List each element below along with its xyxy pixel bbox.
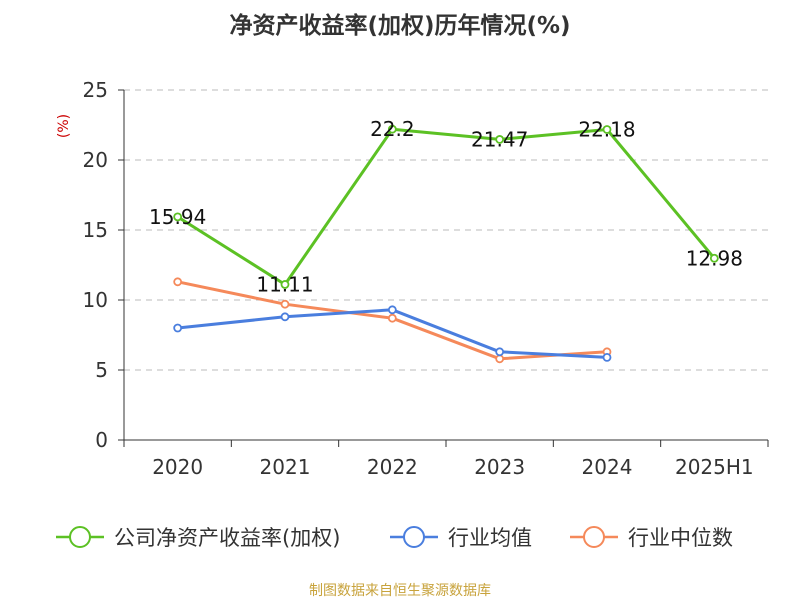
axes: 0 5 10 15 20 25 2020 2021 2022 2023 2024 2025H1: [83, 78, 769, 479]
data-point: [280, 280, 290, 289]
y-tick-label: 5: [95, 358, 108, 382]
y-axis-unit-label: (%): [56, 114, 72, 138]
legend-item: 行业中位数: [570, 526, 733, 550]
y-tick-label: 10: [83, 288, 108, 312]
data-label: 15.94: [149, 205, 206, 229]
legend-item: 行业均值: [390, 526, 532, 550]
data-point: [387, 305, 397, 315]
data-point: [495, 354, 505, 364]
data-point: [387, 313, 397, 323]
data-point: [495, 347, 505, 357]
x-tick-label: 2020: [152, 455, 203, 479]
data-point: [280, 299, 290, 309]
chart-title: 净资产收益率(加权)历年情况(%): [229, 12, 570, 39]
legend-label: 行业中位数: [628, 526, 733, 550]
legend-swatch-marker: [583, 526, 605, 548]
x-tick-label: 2022: [367, 455, 418, 479]
legend-label: 公司净资产收益率(加权): [114, 526, 340, 550]
x-tick-label: 2024: [582, 455, 633, 479]
data-point: [602, 125, 612, 134]
x-tick-label: 2021: [260, 455, 311, 479]
gridlines: [124, 89, 768, 371]
data-point: [280, 312, 290, 322]
data-point: [387, 124, 397, 134]
legend-swatch-marker: [69, 526, 91, 548]
data-point: [173, 212, 183, 222]
source-note: 制图数据来自恒生聚源数据库: [309, 583, 491, 599]
y-tick-label: 15: [83, 218, 108, 242]
x-tick-label: 2025H1: [675, 455, 754, 479]
data-label: 22.18: [578, 117, 635, 141]
y-tick-label: 25: [83, 78, 108, 102]
data-point: [173, 277, 183, 287]
legend-label: 行业均值: [448, 526, 532, 550]
data-point: [495, 135, 505, 144]
x-tick-label: 2023: [474, 455, 525, 479]
data-point: [602, 352, 612, 362]
data-point: [709, 253, 719, 263]
data-point: [173, 323, 183, 333]
legend-item: 公司净资产收益率(加权): [56, 526, 340, 550]
series-layer: [173, 124, 719, 364]
data-label: 11.11: [256, 272, 313, 296]
data-label: 12.98: [686, 246, 743, 270]
series-line-0: [176, 127, 716, 286]
y-tick-label: 0: [95, 428, 108, 452]
data-label: 21.47: [471, 127, 528, 151]
y-tick-label: 20: [83, 148, 108, 172]
data-label: 22.2: [370, 117, 415, 141]
legend-swatch-marker: [403, 526, 425, 548]
legend: 公司净资产收益率(加权) 行业均值 行业中位数: [56, 526, 733, 550]
data-labels: 15.94 11.11 22.2 21.47 22.18 12.98: [149, 117, 743, 296]
